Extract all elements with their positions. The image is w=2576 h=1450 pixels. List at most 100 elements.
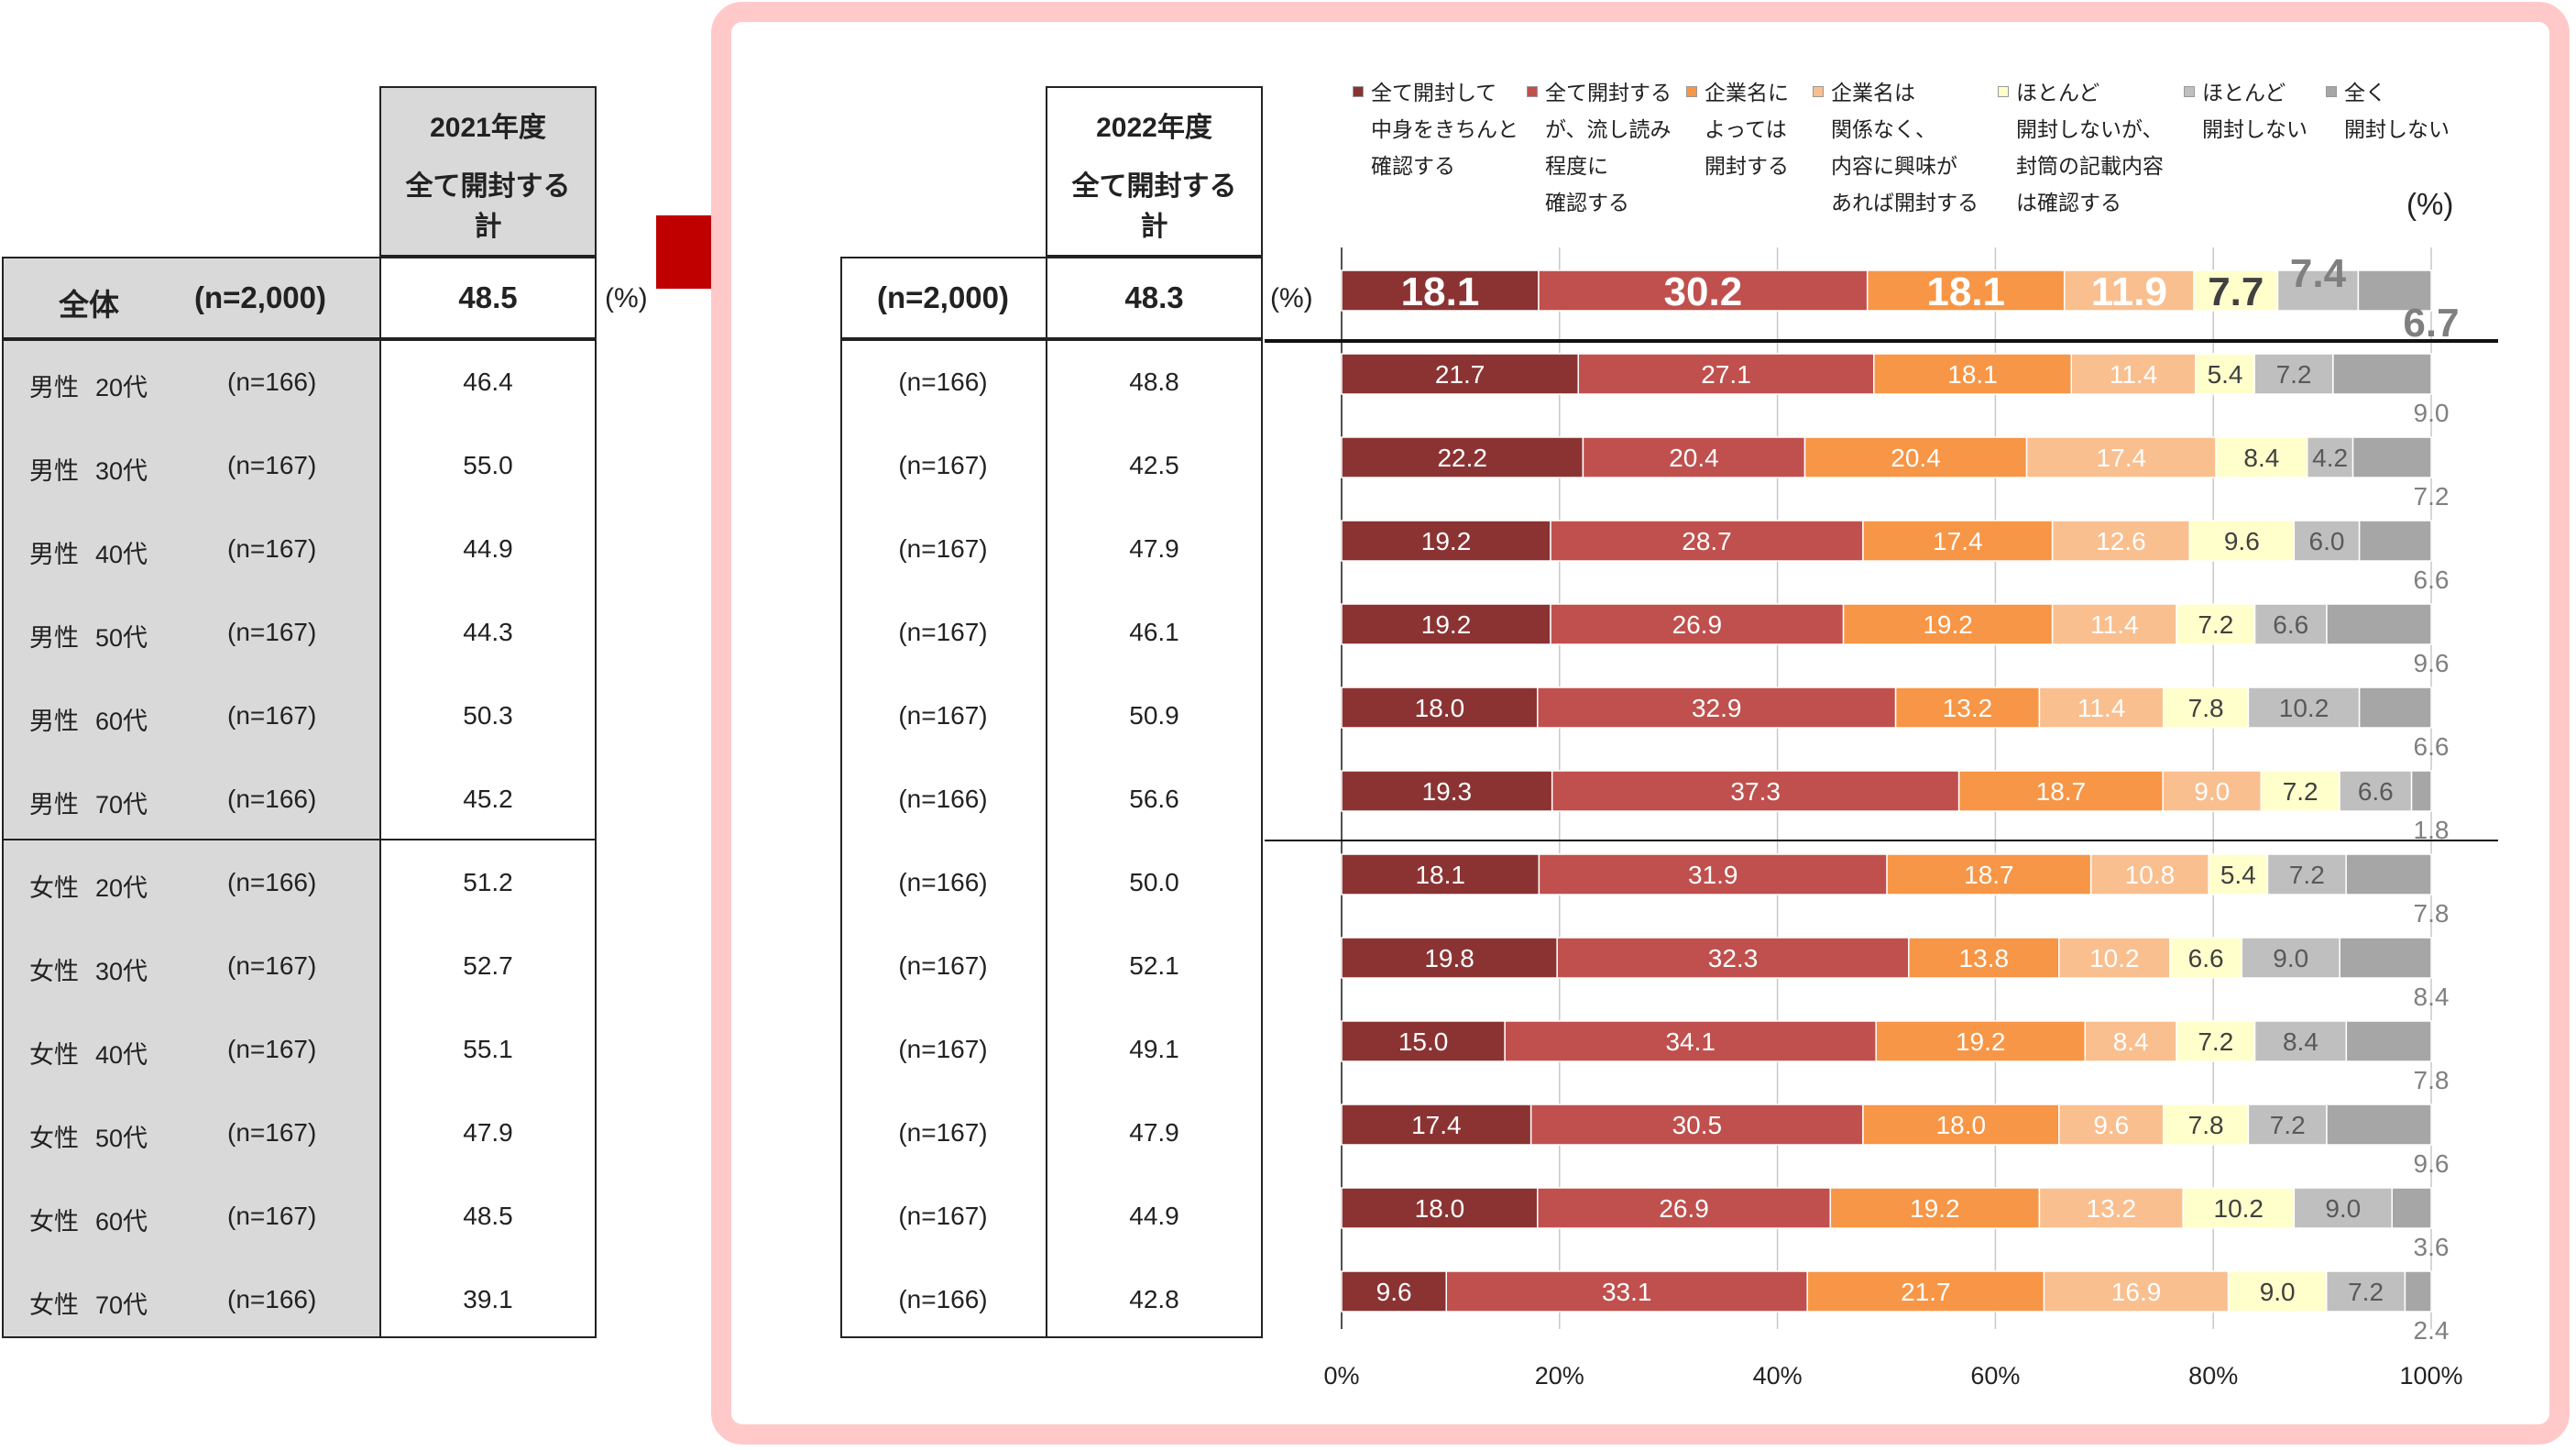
row-n: (n=167) bbox=[227, 1118, 317, 1147]
legend-label: よっては bbox=[1705, 117, 1787, 141]
table-row: 男性 50代 (n=167) 44.3 bbox=[2, 591, 597, 675]
legend-label: 封筒の記載内容 bbox=[2016, 154, 2164, 178]
row-age: 20代 bbox=[95, 874, 148, 902]
data-label: 18.7 bbox=[1964, 861, 2014, 889]
row-value: 46.4 bbox=[463, 368, 513, 396]
table-2022-border bbox=[840, 339, 1263, 1338]
row-value: 45.2 bbox=[463, 785, 513, 813]
bar-segment bbox=[1908, 937, 2060, 979]
bar-segment bbox=[2357, 269, 2432, 312]
data-label: 30.5 bbox=[1672, 1111, 1723, 1139]
data-label: 18.0 bbox=[1936, 1111, 1987, 1139]
row-value: 51.2 bbox=[463, 868, 513, 896]
legend-swatch bbox=[1813, 86, 1824, 97]
legend-label: 開封しない bbox=[2344, 117, 2450, 141]
data-label: 6.6 bbox=[2358, 777, 2394, 806]
data-label: 8.4 bbox=[2283, 1027, 2318, 1056]
col-label-2022: 全て開封する 計 bbox=[1047, 167, 1261, 247]
x-tick-label: 100% bbox=[2399, 1362, 2462, 1390]
bar-segment bbox=[1829, 1187, 2041, 1229]
legend-label: ほとんど bbox=[2202, 81, 2286, 104]
row-value: 55.0 bbox=[463, 451, 513, 479]
bar-segment bbox=[1806, 1270, 2045, 1313]
legend-label: 確認する bbox=[1545, 191, 1629, 214]
data-label: 3.6 bbox=[2414, 1233, 2450, 1261]
label-column-bg bbox=[2, 257, 379, 1336]
data-label: 31.9 bbox=[1688, 861, 1738, 889]
col-label-2021-line1: 全て開封する bbox=[405, 171, 571, 202]
row-age: 40代 bbox=[95, 541, 148, 568]
col-divider-2022 bbox=[1046, 339, 1047, 1338]
bar-segment bbox=[2358, 687, 2432, 729]
row-value: 44.9 bbox=[1129, 1202, 1179, 1230]
row-n: (n=166) bbox=[898, 1285, 988, 1313]
table-row: (n=166) 48.8 bbox=[840, 341, 1263, 424]
bar-segment bbox=[1538, 853, 1888, 895]
row-group: 女性 bbox=[29, 1208, 79, 1236]
table-row: (n=167) 49.1 bbox=[840, 1008, 1263, 1092]
row-value: 42.8 bbox=[1129, 1285, 1179, 1313]
row-age: 50代 bbox=[95, 624, 148, 652]
row-value: 49.1 bbox=[1129, 1035, 1179, 1063]
data-label: 9.6 bbox=[2414, 649, 2450, 677]
row-group: 男性 bbox=[29, 708, 79, 735]
data-label: 7.4 bbox=[2290, 251, 2347, 296]
bar-segment bbox=[1866, 269, 2066, 312]
table-row: 女性 60代 (n=167) 48.5 bbox=[2, 1175, 597, 1258]
row-value: 46.1 bbox=[1129, 618, 1179, 646]
data-label: 33.1 bbox=[1602, 1278, 1652, 1306]
row-n: (n=167) bbox=[898, 1035, 988, 1063]
table-row: 男性 40代 (n=167) 44.9 bbox=[2, 508, 597, 591]
bar-segment bbox=[2293, 1187, 2393, 1229]
row-group: 男性 bbox=[29, 624, 79, 652]
col-label-2022-line2: 計 bbox=[1140, 212, 1168, 242]
table-row: (n=166) 56.6 bbox=[840, 758, 1263, 841]
total-n-2021: (n=2,000) bbox=[194, 280, 326, 314]
row-n: (n=167) bbox=[898, 534, 988, 563]
data-label: 30.2 bbox=[1664, 269, 1743, 314]
data-label: 7.2 bbox=[2270, 1111, 2306, 1139]
unit-2021: (%) bbox=[605, 283, 648, 313]
bar-segment bbox=[2227, 1270, 2328, 1313]
data-label: 11.4 bbox=[2090, 610, 2138, 639]
row-value: 56.6 bbox=[1129, 785, 1179, 813]
data-label: 17.4 bbox=[2097, 444, 2147, 472]
row-group: 女性 bbox=[29, 958, 79, 985]
data-label: 21.7 bbox=[1901, 1278, 1951, 1306]
data-label: 16.9 bbox=[2111, 1278, 2162, 1306]
legend-label: 関係なく、 bbox=[1831, 117, 1936, 141]
data-label: 32.3 bbox=[1708, 944, 1759, 972]
row-n: (n=166) bbox=[227, 868, 317, 896]
data-label: 6.6 bbox=[2414, 566, 2450, 594]
data-label: 6.6 bbox=[2414, 732, 2450, 761]
legend-label: 企業名は bbox=[1831, 81, 1915, 104]
bar-segment bbox=[1341, 436, 1584, 478]
data-label: 10.2 bbox=[2089, 944, 2140, 972]
data-label: 18.7 bbox=[2036, 777, 2087, 806]
data-label: 26.9 bbox=[1672, 610, 1723, 639]
row-age: 30代 bbox=[95, 457, 148, 485]
bar-segment bbox=[2410, 770, 2432, 812]
data-label: 9.6 bbox=[2414, 1149, 2450, 1178]
bar-segment bbox=[2176, 1020, 2256, 1062]
data-label: 7.2 bbox=[2276, 360, 2312, 389]
data-label: 9.6 bbox=[2093, 1111, 2129, 1139]
gender-divider-2021 bbox=[2, 839, 597, 840]
bar-segment bbox=[1341, 770, 1553, 812]
bar-segment bbox=[2043, 1270, 2230, 1313]
bar-segment bbox=[2391, 1187, 2432, 1229]
total-value-cell-2021 bbox=[379, 257, 597, 341]
bar-segment bbox=[1341, 937, 1558, 979]
chart-unit-label: (%) bbox=[2406, 187, 2454, 221]
data-label: 10.2 bbox=[2279, 694, 2329, 722]
legend-label: 開封しない bbox=[2202, 117, 2307, 141]
bar-segment bbox=[2339, 937, 2432, 979]
data-label: 17.4 bbox=[1933, 527, 1983, 555]
bar-segment bbox=[1537, 1187, 1832, 1229]
data-label: 37.3 bbox=[1730, 777, 1781, 806]
row-n: (n=166) bbox=[898, 368, 988, 396]
bar-segment bbox=[2163, 687, 2250, 729]
total-value-2021: 48.5 bbox=[458, 280, 518, 314]
data-label: 18.1 bbox=[1415, 861, 1465, 889]
data-label: 4.2 bbox=[2312, 444, 2348, 472]
